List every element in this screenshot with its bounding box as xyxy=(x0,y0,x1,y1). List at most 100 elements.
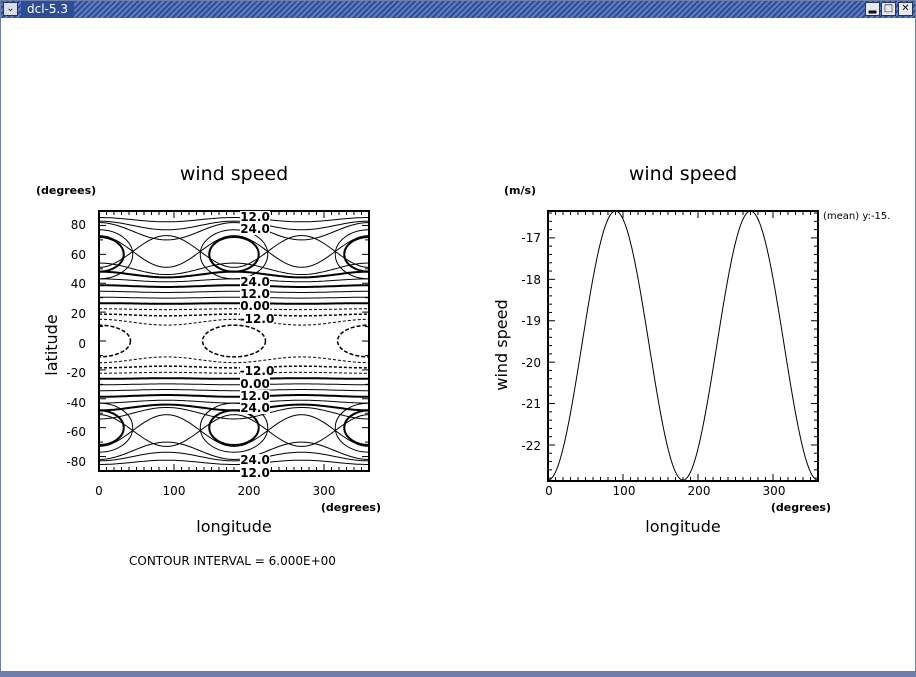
contour-label: -12.0 xyxy=(240,364,275,378)
contour-label-bg xyxy=(240,377,270,389)
contour-high xyxy=(334,229,369,280)
contour-line xyxy=(99,222,369,241)
contour-line xyxy=(233,235,370,268)
y-tick-label: -22 xyxy=(521,439,541,453)
contour-label-bg xyxy=(240,466,270,472)
contour-line xyxy=(233,235,370,268)
contour-line xyxy=(99,371,369,374)
contour-line xyxy=(99,296,369,299)
y-tick-label: -40 xyxy=(66,396,86,410)
y-tick-label: -17 xyxy=(521,231,541,245)
contour-line xyxy=(98,414,235,447)
contour-label: -12.0 xyxy=(240,312,275,326)
plot-canvas: wind speed (degrees) 80 60 40 20 0 -20 -… xyxy=(36,163,890,568)
right-x-label: longitude xyxy=(645,517,720,536)
window-title: dcl-5.3 xyxy=(21,1,74,18)
y-tick-label: 80 xyxy=(71,218,86,232)
y-tick-label: -20 xyxy=(521,356,541,370)
contour-line xyxy=(99,308,369,311)
contour-line xyxy=(233,414,370,447)
right-axis-ticks xyxy=(547,211,819,481)
contour-line xyxy=(99,217,369,223)
contour-line xyxy=(98,235,235,268)
right-y-unit: (m/s) xyxy=(504,184,536,197)
contour-plot: wind speed (degrees) 80 60 40 20 0 -20 -… xyxy=(36,163,381,568)
contour-line xyxy=(99,459,369,465)
contour-line xyxy=(99,365,369,369)
y-tick-label: -20 xyxy=(66,366,86,380)
contour-high xyxy=(99,236,125,273)
contour-label: 24.0 xyxy=(240,453,270,467)
contour-high xyxy=(208,409,260,446)
chevron-down-icon[interactable]: ⌄ xyxy=(3,2,18,16)
y-tick-label: 0 xyxy=(78,337,86,351)
x-tick-label: 300 xyxy=(313,484,336,498)
contour-label: 12.0 xyxy=(240,210,270,224)
series-line xyxy=(547,210,819,481)
contour-label-bg xyxy=(240,276,270,288)
contour-line xyxy=(98,262,370,275)
right-x-unit: (degrees) xyxy=(771,501,831,514)
contour-label: 0.00 xyxy=(240,299,270,313)
contour-line xyxy=(99,313,369,317)
minimize-icon[interactable]: ▂ xyxy=(865,2,880,16)
contour-label: 12.0 xyxy=(240,389,270,403)
contour-line xyxy=(99,377,369,380)
contour-line xyxy=(98,284,370,288)
contour-label-bg xyxy=(240,223,270,235)
contour-line xyxy=(99,302,369,305)
right-y-label: wind speed xyxy=(492,299,511,390)
mean-annotation: (mean) y:-15. xyxy=(823,211,890,222)
contour-line xyxy=(99,290,369,293)
y-tick-label: 20 xyxy=(71,307,86,321)
contour-label: 12.0 xyxy=(240,466,270,480)
contour-high xyxy=(343,409,369,446)
title-bar[interactable]: ⌄ dcl-5.3 ▂ □ ✕ xyxy=(1,1,915,18)
y-tick-label: -21 xyxy=(521,397,541,411)
x-tick-label: 0 xyxy=(545,484,553,498)
left-y-label: latitude xyxy=(42,314,61,375)
line-plot: wind speed (m/s) (mean) y:-15. -17 -18 -… xyxy=(492,163,890,536)
contour-line xyxy=(98,451,370,462)
left-y-unit: (degrees) xyxy=(36,184,96,197)
contour-line xyxy=(98,318,370,326)
contour-high xyxy=(99,229,134,280)
left-plot-frame xyxy=(98,210,370,472)
contour-label: 0.00 xyxy=(240,377,270,391)
y-tick-label: -80 xyxy=(66,455,86,469)
x-tick-label: 300 xyxy=(763,484,786,498)
y-tick-label: 40 xyxy=(71,277,86,291)
contour-label-bg xyxy=(240,402,270,414)
maximize-icon[interactable]: □ xyxy=(881,2,896,16)
contour-label-bg xyxy=(240,300,270,312)
contour-label-bg xyxy=(240,288,270,300)
contour-low xyxy=(201,324,267,358)
contour-high xyxy=(99,409,125,446)
contour-line xyxy=(98,407,370,420)
contour-interval-note: CONTOUR INTERVAL = 6.000E+00 xyxy=(129,554,336,568)
y-tick-label: -19 xyxy=(521,314,541,328)
contour-high xyxy=(343,236,369,273)
close-icon[interactable]: ✕ xyxy=(898,2,913,16)
left-x-label: longitude xyxy=(196,517,271,536)
contour-line xyxy=(98,235,235,268)
contour-label-bg xyxy=(240,390,270,402)
y-tick-label: -18 xyxy=(521,273,541,287)
contour-high xyxy=(334,402,369,453)
contour-high xyxy=(199,402,269,453)
x-tick-label: 100 xyxy=(613,484,636,498)
window-bottom-border[interactable] xyxy=(1,671,915,676)
left-x-unit: (degrees) xyxy=(321,501,381,514)
contour-label: 24.0 xyxy=(240,401,270,415)
x-tick-label: 200 xyxy=(688,484,711,498)
contour-line xyxy=(98,394,370,398)
contour-high xyxy=(208,236,260,273)
contour-line xyxy=(99,389,369,392)
contour-line xyxy=(99,441,369,460)
left-plot-title: wind speed xyxy=(180,163,288,185)
contour-label: 24.0 xyxy=(240,222,270,236)
left-axis-ticks xyxy=(98,210,370,472)
contour-label: 12.0 xyxy=(240,287,270,301)
contour-line xyxy=(233,414,370,447)
x-tick-label: 100 xyxy=(163,484,186,498)
